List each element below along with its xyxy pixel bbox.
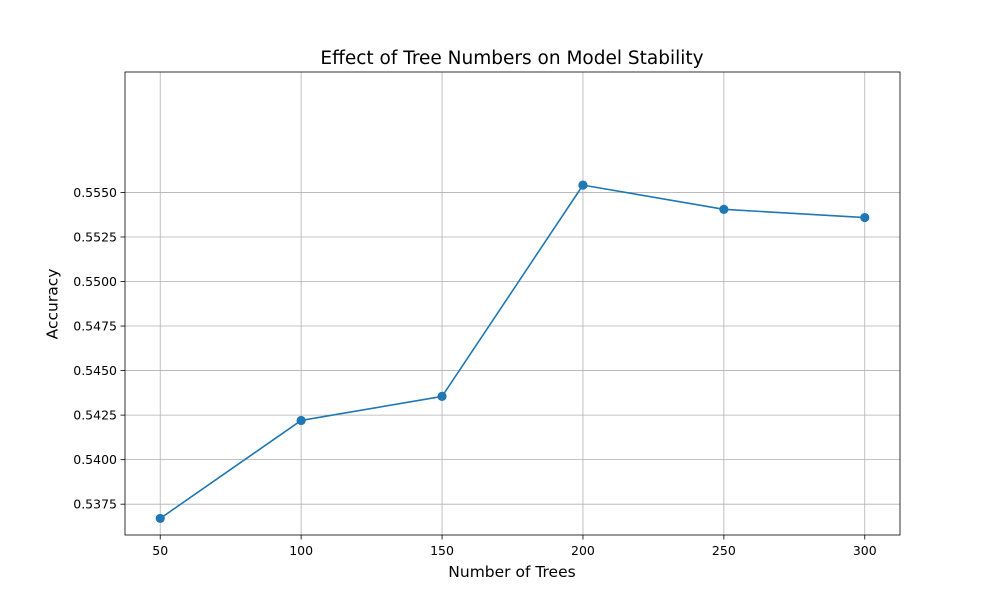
chart-title: Effect of Tree Numbers on Model Stabilit… (320, 48, 703, 69)
data-point (437, 391, 447, 402)
y-axis-label: Accuracy (44, 269, 62, 340)
x-tick-label: 250 (712, 543, 736, 558)
x-tick-label: 150 (430, 543, 454, 558)
y-tick-label: 0.5400 (73, 452, 117, 467)
y-tick-label: 0.5550 (73, 185, 117, 200)
axes (124, 71, 901, 536)
data-point (860, 212, 870, 223)
y-axis-ticks: 0.5375 0.5400 0.5425 0.5450 0.5475 0.5500 0.55… (73, 185, 125, 512)
x-axis-label: Number of Trees (448, 563, 575, 581)
grid-lines (125, 72, 900, 535)
data-point (578, 180, 588, 190)
y-tick-label: 0.5375 (73, 497, 117, 512)
x-tick-label: 50 (152, 543, 168, 558)
series-line (159, 184, 865, 520)
x-axis-ticks: 50 100 150 200 250 300 (152, 535, 877, 558)
series-layer (155, 180, 870, 524)
y-tick-label: 0.5475 (73, 319, 117, 334)
y-tick-label: 0.5500 (73, 274, 117, 289)
x-tick-label: 200 (571, 543, 595, 558)
y-tick-label: 0.5525 (73, 229, 117, 244)
data-point (719, 204, 729, 214)
x-tick-label: 300 (853, 543, 877, 558)
x-tick-label: 100 (289, 543, 313, 558)
y-tick-label: 0.5425 (73, 408, 117, 423)
y-tick-label: 0.5450 (73, 363, 117, 378)
data-point (296, 415, 306, 426)
plot-frame (124, 71, 901, 536)
data-point (155, 513, 165, 524)
